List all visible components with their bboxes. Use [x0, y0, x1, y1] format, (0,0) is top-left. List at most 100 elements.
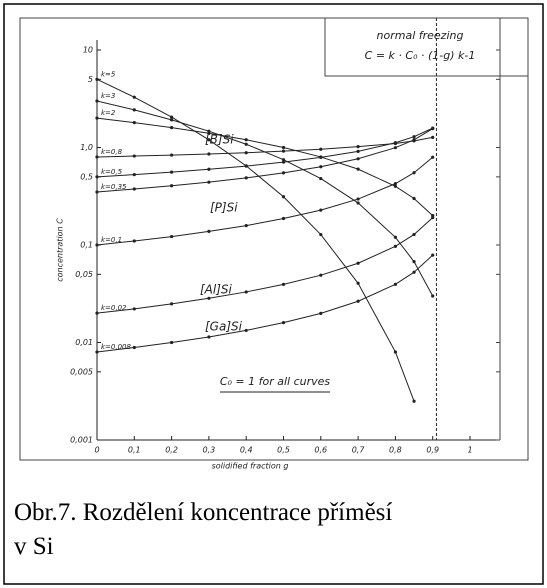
y-tick-label: 0,1: [80, 241, 93, 250]
point: [170, 125, 174, 130]
point: [356, 197, 360, 201]
curve: [96, 100, 434, 297]
x-tick-label: 0,1: [128, 446, 141, 455]
point: [431, 135, 435, 139]
point: [132, 345, 136, 350]
legend-box: [324, 17, 529, 77]
point: [207, 180, 211, 184]
curve: [96, 217, 434, 314]
y-tick-label: 0,005: [70, 367, 93, 376]
point: [281, 158, 286, 162]
point: [95, 311, 99, 315]
point: [95, 155, 99, 159]
point: [132, 187, 136, 191]
point: [281, 216, 286, 221]
point: [281, 171, 286, 175]
curve: [96, 136, 433, 158]
point: [356, 281, 360, 285]
point: [319, 176, 323, 181]
point: [244, 142, 248, 146]
point: [319, 311, 323, 315]
point: [132, 307, 136, 311]
curve: [96, 128, 433, 193]
point: [132, 173, 136, 177]
point: [244, 138, 248, 142]
point: [356, 145, 360, 149]
curve: [96, 78, 415, 402]
x-tick-label: 0,6: [314, 446, 327, 455]
point: [431, 215, 435, 220]
point: [393, 282, 397, 286]
point: [281, 320, 286, 325]
point: [393, 141, 397, 145]
point: [95, 99, 99, 103]
point: [431, 155, 435, 159]
note: C₀ = 1 for all curves: [220, 375, 331, 388]
point: [356, 167, 360, 171]
point: [207, 138, 211, 142]
curve: [96, 254, 434, 353]
series-label: k=0,8: [101, 148, 123, 156]
y-tick-label: 0,5: [80, 172, 93, 181]
point: [319, 165, 323, 169]
point: [281, 145, 286, 150]
point: [412, 232, 416, 237]
y-tick-label: 0,05: [75, 270, 93, 279]
y-axis-label: concentration C: [56, 218, 65, 282]
point: [393, 350, 397, 354]
point: [412, 135, 416, 139]
series-label: k=0,008: [101, 343, 132, 351]
point: [95, 243, 99, 247]
point: [95, 77, 99, 81]
point: [207, 152, 211, 156]
point: [319, 273, 323, 277]
point: [281, 149, 286, 153]
point: [431, 294, 435, 298]
y-tick-label: 5: [88, 75, 93, 84]
series-label: k=0,02: [101, 304, 127, 312]
point: [281, 195, 286, 199]
point: [412, 270, 416, 274]
point: [170, 340, 174, 345]
annotation: [Ga]Si: [205, 320, 243, 334]
point: [393, 184, 397, 188]
point: [412, 171, 416, 175]
annotation: [Al]Si: [200, 283, 233, 297]
point: [281, 282, 286, 286]
point: [356, 149, 360, 153]
y-tick-label: 0,01: [75, 338, 93, 347]
series-label: k=5: [101, 70, 116, 78]
point: [207, 167, 211, 171]
point: [244, 176, 248, 180]
point: [132, 239, 136, 243]
point: [393, 146, 397, 150]
x-tick-label: 0,9: [426, 446, 439, 455]
curve: [96, 156, 434, 246]
point: [319, 147, 323, 151]
point: [393, 244, 397, 248]
frame: [3, 3, 544, 585]
point: [170, 115, 174, 119]
series-label: k=0,5: [101, 168, 123, 176]
y-tick-label: 0,001: [70, 436, 93, 445]
point: [393, 235, 397, 239]
series-label: k=2: [101, 109, 116, 117]
point: [319, 208, 323, 212]
point: [207, 229, 211, 233]
point: [170, 234, 174, 239]
point: [170, 170, 174, 174]
x-tick-label: 0,2: [165, 446, 178, 455]
x-tick-label: 0,8: [389, 446, 402, 455]
point: [319, 232, 323, 237]
point: [356, 201, 360, 205]
series-label: k=3: [101, 92, 115, 100]
point: [170, 302, 174, 306]
y-tick-label: 1,0: [80, 143, 93, 152]
point: [431, 253, 435, 257]
series-label: k=0,35: [101, 183, 127, 191]
formula: C = k · C₀ · (1-g) k-1: [365, 49, 476, 62]
point: [431, 127, 435, 131]
point: [170, 184, 174, 188]
point: [170, 118, 174, 122]
